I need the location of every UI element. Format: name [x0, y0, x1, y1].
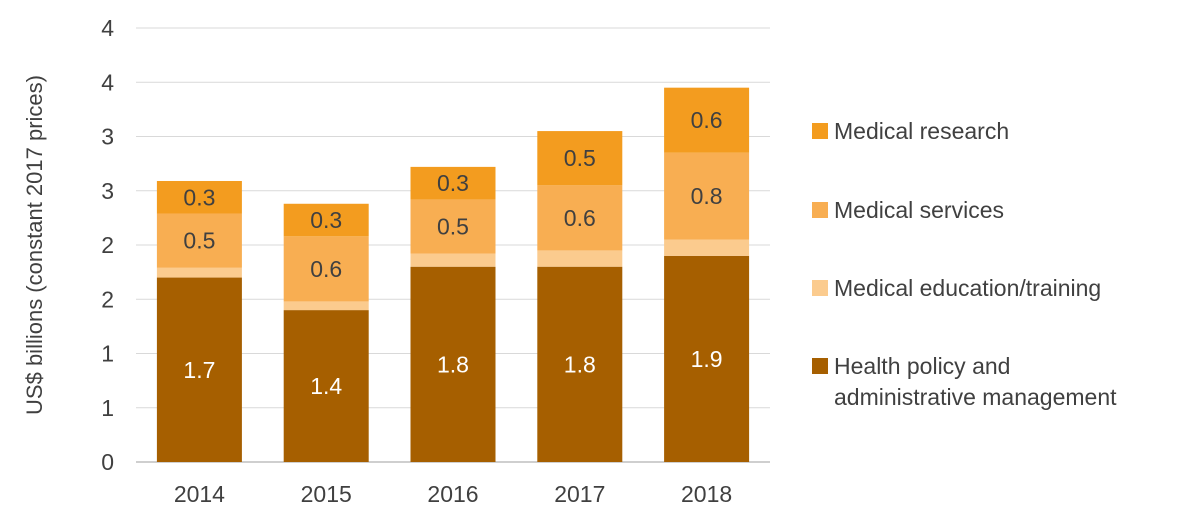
bar-segment-medical-services: [156, 213, 242, 268]
y-axis-label: US$ billions (constant 2017 prices): [22, 75, 47, 415]
data-label: 1.4: [310, 373, 342, 399]
x-tick-label: 2017: [554, 481, 605, 507]
bar-segment-health-policy-and-administrative-management: [283, 310, 369, 462]
legend-label-medical-education-training: Medical education/training: [834, 275, 1101, 301]
bar-segment-medical-education-training: [537, 250, 623, 267]
y-tick-label: 4: [101, 69, 114, 95]
bars: 1.7 0.5 0.3 1.4 0.6 0.3 1.8 0.5 0.3 1.8 0.6 0.5 1.9 0…: [156, 87, 750, 462]
data-label: 0.3: [310, 207, 342, 233]
data-label: 0.3: [183, 184, 215, 210]
bar-segment-health-policy-and-administrative-management: [537, 266, 623, 462]
data-label: 0.6: [310, 256, 342, 282]
data-label: 0.3: [437, 170, 469, 196]
y-tick-label: 3: [101, 178, 114, 204]
bar-segment-medical-research: [664, 87, 750, 153]
bar-segment-medical-research: [537, 131, 623, 186]
axis-ticks: 0 1 1 2 2 3 3 4 4 2014 2015 2016 2017 2018: [101, 15, 732, 507]
legend-label-medical-services: Medical services: [834, 197, 1004, 223]
bar-segment-medical-research: [283, 203, 369, 237]
data-label: 1.8: [564, 351, 596, 377]
bar-segment-medical-education-training: [410, 253, 496, 267]
x-tick-label: 2016: [427, 481, 478, 507]
legend-swatch-health-policy-and-administrative-management: [812, 358, 828, 374]
data-label: 0.6: [691, 107, 723, 133]
bar-segment-medical-research: [156, 180, 242, 214]
bar-segment-medical-services: [664, 152, 750, 240]
bar-segment-medical-education-training: [664, 239, 750, 256]
y-tick-label: 1: [101, 341, 114, 367]
data-label: 1.7: [183, 357, 215, 383]
data-label: 0.5: [183, 228, 215, 254]
bar-segment-health-policy-and-administrative-management: [410, 266, 496, 462]
data-label: 0.8: [691, 183, 723, 209]
data-label: 0.6: [564, 205, 596, 231]
y-tick-label: 2: [101, 286, 114, 312]
bar-segment-medical-services: [283, 236, 369, 302]
data-label: 1.8: [437, 351, 469, 377]
x-tick-label: 2015: [301, 481, 352, 507]
legend-swatch-medical-education-training: [812, 280, 828, 296]
data-label: 1.9: [691, 346, 723, 372]
bar-segment-medical-research: [410, 166, 496, 200]
legend-swatch-medical-services: [812, 202, 828, 218]
x-tick-label: 2018: [681, 481, 732, 507]
y-tick-label: 2: [101, 232, 114, 258]
x-tick-label: 2014: [174, 481, 225, 507]
bar-segment-medical-education-training: [283, 301, 369, 311]
y-tick-label: 0: [101, 449, 114, 475]
legend-label-medical-research: Medical research: [834, 118, 1009, 144]
bar-segment-health-policy-and-administrative-management: [664, 255, 750, 462]
y-tick-label: 4: [101, 15, 114, 41]
bar-segment-health-policy-and-administrative-management: [156, 277, 242, 462]
data-label: 0.5: [564, 145, 596, 171]
bar-segment-medical-education-training: [156, 267, 242, 278]
y-tick-label: 1: [101, 395, 114, 421]
data-label: 0.5: [437, 214, 469, 240]
legend: Medical research Medical services Medical …: [812, 118, 1117, 410]
bar-segment-medical-services: [537, 185, 623, 251]
bar-segment-medical-services: [410, 199, 496, 254]
legend-swatch-medical-research: [812, 123, 828, 139]
legend-label-health-policy-and-administrative-management: Health policy and administrative manageme…: [834, 353, 1117, 410]
y-tick-label: 3: [101, 124, 114, 150]
